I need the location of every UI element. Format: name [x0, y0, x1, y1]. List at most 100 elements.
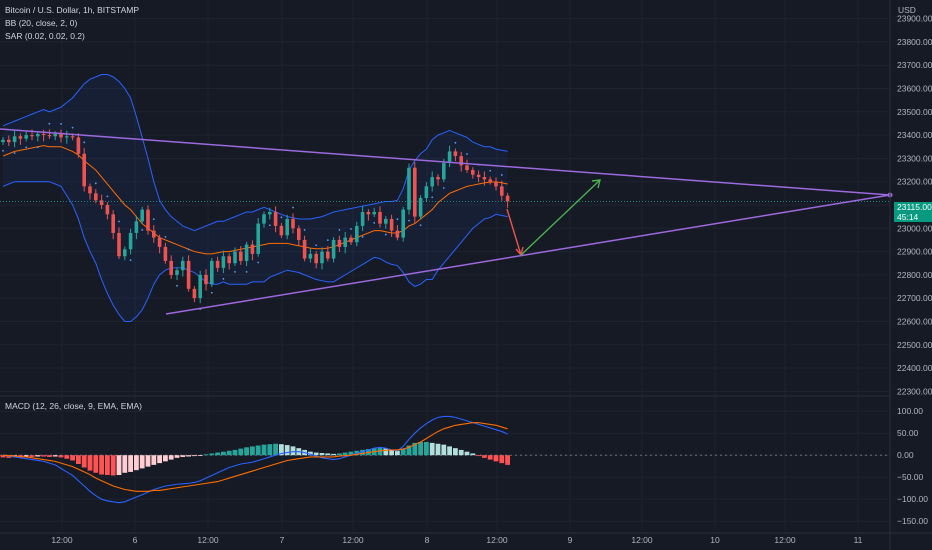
- macd-histogram-bar: [105, 455, 110, 475]
- candle-body: [401, 209, 405, 238]
- bb-lower-line: [2, 181, 508, 322]
- upper-trendline[interactable]: [0, 128, 891, 196]
- candle-body: [459, 156, 463, 166]
- macd-histogram-bar: [441, 444, 447, 456]
- price-tick-label: 23700.00: [897, 60, 932, 70]
- candle-body: [268, 211, 272, 215]
- sar-dot: [106, 195, 109, 198]
- macd-histogram-bar: [360, 449, 365, 456]
- candle-body: [482, 177, 487, 180]
- time-tick-label: 12:00: [631, 535, 653, 545]
- price-tick-label: 22800.00: [897, 270, 932, 280]
- grid-lines: [0, 0, 890, 530]
- candle-body: [389, 218, 394, 231]
- signal-line: [2, 422, 508, 492]
- macd-tick-label: 0.00: [897, 450, 914, 460]
- time-tick-label: 12:00: [774, 535, 796, 545]
- macd-histogram-bar: [435, 443, 441, 456]
- sar-dot: [176, 284, 178, 287]
- candle-body: [181, 260, 185, 271]
- candle-body: [366, 211, 371, 215]
- macd-histogram-bar: [226, 450, 232, 456]
- time-tick-label: 12:00: [486, 535, 508, 545]
- macd-histogram-bar: [23, 455, 29, 457]
- candle-body: [1, 139, 5, 143]
- candle-body: [239, 251, 243, 261]
- macd-histogram-bar: [174, 455, 180, 458]
- sar-dot: [338, 229, 341, 231]
- candle-body: [250, 244, 255, 254]
- macd-histogram-bar: [447, 446, 452, 456]
- time-tick-label: 12:00: [51, 535, 73, 545]
- macd-histogram-bar: [58, 455, 64, 458]
- last-price-tag: 23115.00 45:14: [894, 202, 932, 222]
- macd-histogram-bar: [395, 450, 400, 456]
- macd-histogram-bar: [192, 455, 197, 457]
- macd-histogram-bar: [331, 453, 336, 456]
- macd-histogram-bar: [308, 451, 313, 456]
- bb-upper-line: [2, 74, 508, 232]
- candle-body: [128, 232, 133, 250]
- up-arrow[interactable]: [520, 179, 601, 256]
- macd-histogram-bar: [279, 444, 284, 456]
- sar-dot: [419, 224, 422, 227]
- candle-body: [360, 211, 365, 226]
- macd-histogram-bar: [221, 451, 226, 456]
- candle-body: [204, 274, 208, 285]
- candle-body: [337, 239, 342, 247]
- macd-histogram-bar: [348, 451, 354, 456]
- candle-body: [186, 260, 191, 289]
- trend-drawings[interactable]: [0, 128, 893, 315]
- bb-indicator-label[interactable]: BB (20, close, 2, 0): [5, 18, 78, 28]
- candle-body: [198, 274, 202, 299]
- candle-body: [424, 186, 429, 198]
- macd-histogram-bar: [476, 455, 481, 457]
- sar-dot: [13, 152, 16, 154]
- down-arrow[interactable]: [506, 208, 522, 256]
- parabolic-sar-dots: [2, 122, 503, 311]
- macd-histogram-bar: [81, 455, 87, 468]
- macd-histogram-bar: [134, 455, 139, 471]
- macd-histogram-bar: [267, 444, 273, 456]
- macd-tick-label: −50.00: [897, 472, 924, 482]
- sar-dot: [408, 219, 410, 222]
- price-tick-label: 22300.00: [897, 386, 932, 396]
- sar-dot: [431, 196, 434, 199]
- candle-body: [285, 218, 289, 236]
- macd-tick-label: 50.00: [897, 428, 919, 438]
- candle-body: [163, 246, 168, 261]
- macd-histogram-bar: [244, 447, 249, 456]
- sar-dot: [25, 146, 28, 149]
- candle-body: [117, 232, 121, 257]
- macd-histogram-bar: [493, 455, 499, 462]
- sar-dot: [129, 259, 132, 262]
- macd-histogram-bar: [412, 442, 418, 456]
- lower-trendline[interactable]: [165, 194, 891, 315]
- macd-histogram-bar: [389, 449, 394, 456]
- macd-histogram-bar: [122, 455, 128, 473]
- macd-histogram-bar: [400, 448, 406, 456]
- macd-indicator-label[interactable]: MACD (12, 26, close, 9, EMA, EMA): [5, 401, 142, 411]
- macd-histogram-bar: [168, 455, 174, 460]
- candle-body: [471, 170, 475, 175]
- candlestick-series: [0, 129, 890, 304]
- macd-histogram-bar: [145, 455, 151, 467]
- sar-indicator-label[interactable]: SAR (0.02, 0.02, 0.2): [5, 31, 85, 41]
- bar-countdown: 45:14: [897, 212, 919, 222]
- candle-body: [331, 239, 336, 259]
- candle-body: [82, 153, 86, 187]
- candle-body: [88, 186, 92, 194]
- sar-dot: [245, 270, 248, 273]
- macd-histogram-bar: [290, 446, 296, 456]
- candle-body: [494, 181, 498, 187]
- currency-label[interactable]: USD: [898, 5, 916, 15]
- candle-body: [413, 167, 417, 217]
- sar-dot: [48, 122, 51, 125]
- symbol-title[interactable]: Bitcoin / U.S. Dollar, 1h, BITSTAMP: [5, 5, 139, 15]
- price-tick-label: 23600.00: [897, 84, 932, 94]
- macd-histogram-bar: [238, 448, 244, 456]
- price-tick-label: 22500.00: [897, 340, 932, 350]
- candle-body: [308, 253, 313, 259]
